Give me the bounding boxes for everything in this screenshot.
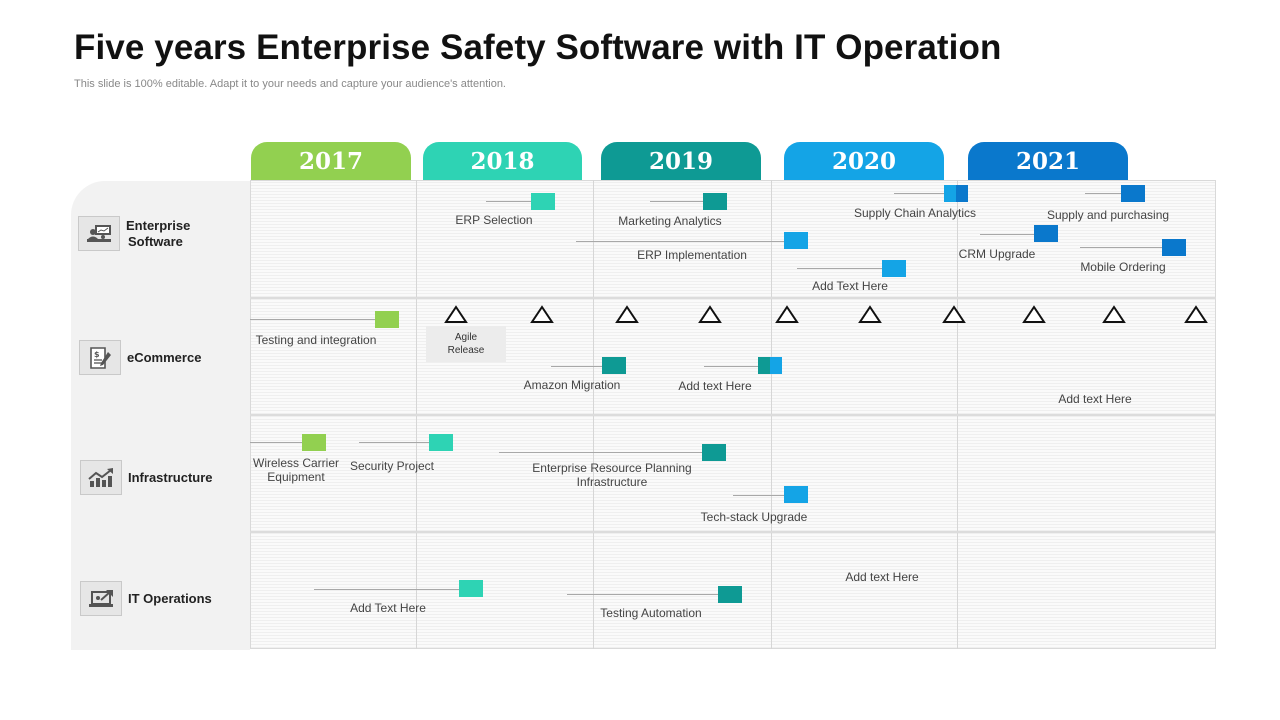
- trend-chart-icon: [80, 460, 122, 495]
- category-label: Infrastructure: [128, 469, 213, 485]
- milestone-marker: [375, 311, 399, 328]
- connector-line: [1080, 247, 1162, 248]
- triangle-marker: [1184, 305, 1208, 323]
- agile-release-line: Agile: [454, 332, 478, 343]
- milestone-erp-selection: ERP Selection: [455, 213, 533, 227]
- milestone-wireless-carrier: Wireless Carrier Equipment: [253, 456, 339, 484]
- category-it-operations: IT Operations: [80, 581, 212, 616]
- connector-line: [250, 442, 302, 443]
- row-divider: [250, 414, 1216, 416]
- milestone-label-line: Equipment: [267, 470, 325, 484]
- year-tab-2017: 2017: [251, 142, 411, 181]
- milestone-marker: [429, 434, 453, 451]
- connector-line: [733, 495, 784, 496]
- page-title: Five years Enterprise Safety Software wi…: [74, 28, 1002, 67]
- milestone-supply-and-purchasing: Supply and purchasing: [1046, 208, 1170, 222]
- category-panel: [71, 181, 250, 650]
- connector-line: [980, 234, 1034, 235]
- milestone-marker: [1162, 239, 1186, 256]
- triangle-marker: [444, 305, 468, 323]
- connector-line: [576, 241, 784, 242]
- category-label-line: Enterprise: [126, 217, 191, 233]
- milestone-testing-automation: Testing Automation: [600, 606, 702, 620]
- laptop-rocket-icon: [80, 581, 122, 616]
- triangle-marker: [775, 305, 799, 323]
- category-label: IT Operations: [128, 590, 212, 606]
- milestone-amazon-migration: Amazon Migration: [523, 378, 621, 392]
- svg-text:$: $: [94, 350, 100, 359]
- milestone-marker: [1034, 225, 1058, 242]
- milestone-label-line: Infrastructure: [576, 475, 648, 489]
- milestone-crm-upgrade: CRM Upgrade: [958, 247, 1036, 261]
- category-label: eCommerce: [127, 349, 202, 365]
- milestone-marker: [1121, 185, 1145, 202]
- milestone-marker: [703, 193, 727, 210]
- connector-line: [250, 319, 375, 320]
- milestone-marker: [459, 580, 483, 597]
- row-divider: [250, 297, 1216, 299]
- milestone-add-text-3: Add text Here: [1058, 392, 1132, 406]
- triangle-marker: [1102, 305, 1126, 323]
- milestone-add-text-1: Add Text Here: [812, 279, 888, 293]
- milestone-add-text-5: Add Text Here: [350, 601, 426, 615]
- milestone-mobile-ordering: Mobile Ordering: [1080, 260, 1166, 274]
- milestone-marker: [758, 357, 782, 374]
- agile-release-box: Agile Release: [426, 326, 506, 362]
- milestone-testing-and-integration: Testing and integration: [255, 333, 377, 347]
- agile-release-line: Release: [447, 345, 485, 356]
- year-tab-2018: 2018: [423, 142, 582, 181]
- milestone-label-line: Wireless Carrier: [252, 456, 340, 470]
- enterprise-software-icon: [78, 216, 120, 251]
- year-tab-2021: 2021: [968, 142, 1128, 181]
- milestone-label-line: Enterprise Resource Planning: [532, 461, 692, 475]
- connector-line: [499, 452, 702, 453]
- connector-line: [650, 201, 703, 202]
- page-subtitle: This slide is 100% editable. Adapt it to…: [74, 78, 506, 90]
- milestone-marker: [882, 260, 906, 277]
- milestone-marker: [944, 185, 968, 202]
- milestone-erp-infrastructure: Enterprise Resource Planning Infrastruct…: [532, 461, 691, 489]
- milestone-marker: [602, 357, 626, 374]
- connector-line: [1085, 193, 1121, 194]
- connector-line: [894, 193, 944, 194]
- category-label-line: Software: [128, 233, 183, 249]
- milestone-add-text-4: Add text Here: [845, 570, 919, 584]
- category-enterprise-software: Enterprise Software: [78, 216, 190, 251]
- milestone-marker: [531, 193, 555, 210]
- year-tab-2019: 2019: [601, 142, 761, 181]
- connector-line: [486, 201, 531, 202]
- connector-line: [704, 366, 758, 367]
- triangle-marker: [530, 305, 554, 323]
- row-divider: [250, 531, 1216, 533]
- triangle-marker: [858, 305, 882, 323]
- milestone-marketing-analytics: Marketing Analytics: [618, 214, 722, 228]
- connector-line: [314, 589, 459, 590]
- milestone-marker: [702, 444, 726, 461]
- triangle-marker: [698, 305, 722, 323]
- connector-line: [551, 366, 602, 367]
- milestone-tech-stack-upgrade: Tech-stack Upgrade: [700, 510, 808, 524]
- category-label: Enterprise Software: [126, 218, 190, 250]
- connector-line: [359, 442, 429, 443]
- milestone-marker: [784, 232, 808, 249]
- milestone-erp-implementation: ERP Implementation: [637, 248, 747, 262]
- milestone-add-text-2: Add text Here: [678, 379, 752, 393]
- triangle-marker: [942, 305, 966, 323]
- invoice-icon: $: [79, 340, 121, 375]
- category-infrastructure: Infrastructure: [80, 460, 213, 495]
- connector-line: [797, 268, 882, 269]
- milestone-marker: [302, 434, 326, 451]
- year-tab-2020: 2020: [784, 142, 944, 181]
- connector-line: [567, 594, 718, 595]
- category-ecommerce: $ eCommerce: [79, 340, 201, 375]
- milestone-security-project: Security Project: [349, 459, 435, 473]
- triangle-marker: [615, 305, 639, 323]
- milestone-marker: [718, 586, 742, 603]
- triangle-marker: [1022, 305, 1046, 323]
- milestone-marker: [784, 486, 808, 503]
- milestone-supply-chain-analytics: Supply Chain Analytics: [853, 206, 977, 220]
